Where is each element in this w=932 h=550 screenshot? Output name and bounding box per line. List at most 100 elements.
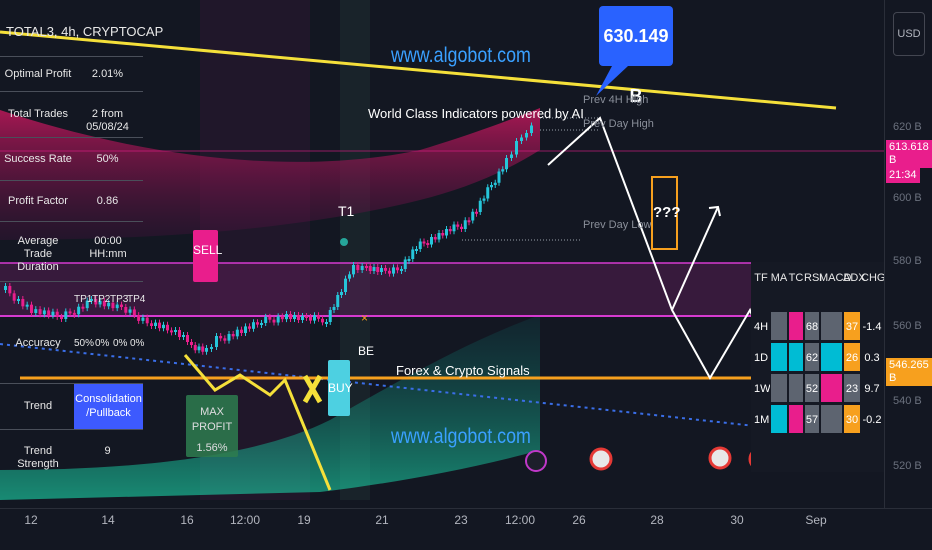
candle-body (317, 315, 320, 319)
candle-body (388, 270, 391, 274)
matrix-header: CHG (861, 272, 886, 284)
buy-marker[interactable]: BUY (328, 360, 353, 416)
prev-day-high-label: Prev Day High (583, 118, 654, 130)
candle-body (525, 133, 528, 138)
candle-body (490, 185, 493, 188)
cross-marker (302, 374, 323, 404)
candle-body (120, 304, 123, 307)
candle-body (384, 268, 387, 271)
candle-body (145, 317, 149, 324)
stat-label: Total Trades (8, 108, 68, 120)
matrix-cell-rsi: 68 (804, 311, 820, 341)
prev-4h-high-label: Prev 4H High (583, 94, 649, 106)
candle-body (418, 241, 422, 249)
candle-body (411, 249, 415, 259)
candle-body (456, 224, 460, 227)
candle-body (264, 316, 268, 323)
candle-body (463, 220, 467, 229)
candle-body (372, 267, 376, 271)
tp-header: TP1 (74, 294, 93, 305)
candle-body (285, 314, 288, 320)
candle-body (17, 299, 20, 301)
stat-value: 50% (96, 153, 119, 165)
consolidation-zone (0, 263, 884, 316)
signals-text: Forex & Crypto Signals (396, 363, 530, 378)
stat-value: 2.01% (91, 68, 124, 80)
candle-body (497, 171, 501, 183)
candle-body (38, 309, 42, 315)
candle-body (60, 316, 63, 319)
candle-body (12, 293, 16, 301)
watermark-bottom: www.algobot.com (391, 425, 531, 448)
candle-body (72, 312, 76, 315)
price-axis[interactable]: USD 620 B 600 B 580 B 560 B 540 B 520 B (884, 0, 932, 510)
candle-body (471, 211, 475, 221)
candle-body (170, 330, 173, 333)
candle-body (520, 137, 523, 141)
upper-cloud (0, 108, 540, 240)
candle-body (182, 335, 185, 337)
price-tick: 620 B (893, 121, 922, 133)
trend-value: Consolidation /Pullback (75, 393, 142, 419)
candle-body (505, 158, 508, 170)
question-box: ??? (651, 176, 681, 250)
candle-body (85, 300, 89, 309)
matrix-cell-chg: -0.2 (861, 404, 883, 434)
time-tick: 23 (454, 513, 468, 527)
trend-label: Trend (23, 400, 53, 412)
candle-body (256, 322, 259, 325)
candle-body (289, 314, 292, 319)
candle-body (201, 346, 205, 352)
candle-body (240, 329, 243, 333)
candle-body (305, 316, 308, 318)
matrix-cell-macd (820, 311, 843, 341)
matrix-cell-tf: 1D (753, 342, 769, 372)
matrix-cell-rsi: 57 (804, 404, 820, 434)
stat-row-trend: Trend Consolidation /Pullback (0, 383, 143, 429)
candle-body (493, 182, 497, 185)
candle-body (445, 229, 448, 236)
candle-body (137, 315, 141, 321)
currency-button[interactable]: USD (893, 12, 925, 56)
candle-body (150, 323, 153, 326)
forecast-alt-path (671, 206, 719, 311)
be-label: BE (358, 344, 375, 358)
candle-body (205, 348, 208, 352)
matrix-cell-ma (770, 373, 788, 403)
price-callout: 630.149 B (599, 6, 673, 106)
candle-body (336, 295, 340, 307)
matrix-cell-tf: 4H (753, 311, 769, 341)
candle-body (352, 265, 355, 275)
time-tick: 19 (297, 513, 311, 527)
max-profit-label: MAX PROFIT (191, 406, 233, 433)
matrix-header: ADX (843, 272, 866, 284)
candle-body (510, 154, 513, 158)
candle-body (124, 307, 128, 313)
time-axis[interactable] (0, 508, 932, 550)
candle-body (128, 309, 132, 313)
candle-body (158, 322, 161, 329)
candle-body (415, 249, 418, 251)
event-icon-flag-2 (708, 446, 732, 470)
time-tick: 14 (101, 513, 115, 527)
matrix-cell-tc (788, 373, 804, 403)
matrix-cell-adx: 23 (843, 373, 861, 403)
symbol-title[interactable]: TOTAL3, 4h, CRYPTOCAP (6, 24, 164, 39)
candle-body (426, 243, 430, 245)
candle-body (482, 198, 486, 201)
matrix-cell-macd (820, 404, 843, 434)
candle-body (8, 286, 12, 294)
max-profit-box: MAX PROFIT 1.56% (186, 395, 238, 457)
candle-body (422, 241, 426, 244)
accuracy-value: 0% (130, 338, 145, 349)
callout-pointer (596, 66, 628, 96)
time-tick: 12:00 (229, 513, 261, 527)
t1-label: T1 (338, 203, 355, 219)
sell-marker[interactable]: SELL (193, 230, 222, 282)
stat-row-accuracy: TP1 TP2 TP3 TP4 Accuracy 50% 0% 0% 0% (0, 281, 145, 383)
stat-row-total-trades: Total Trades 2 from 05/08/24 (0, 91, 143, 137)
candle-body (190, 342, 193, 345)
candle-body (64, 311, 68, 319)
